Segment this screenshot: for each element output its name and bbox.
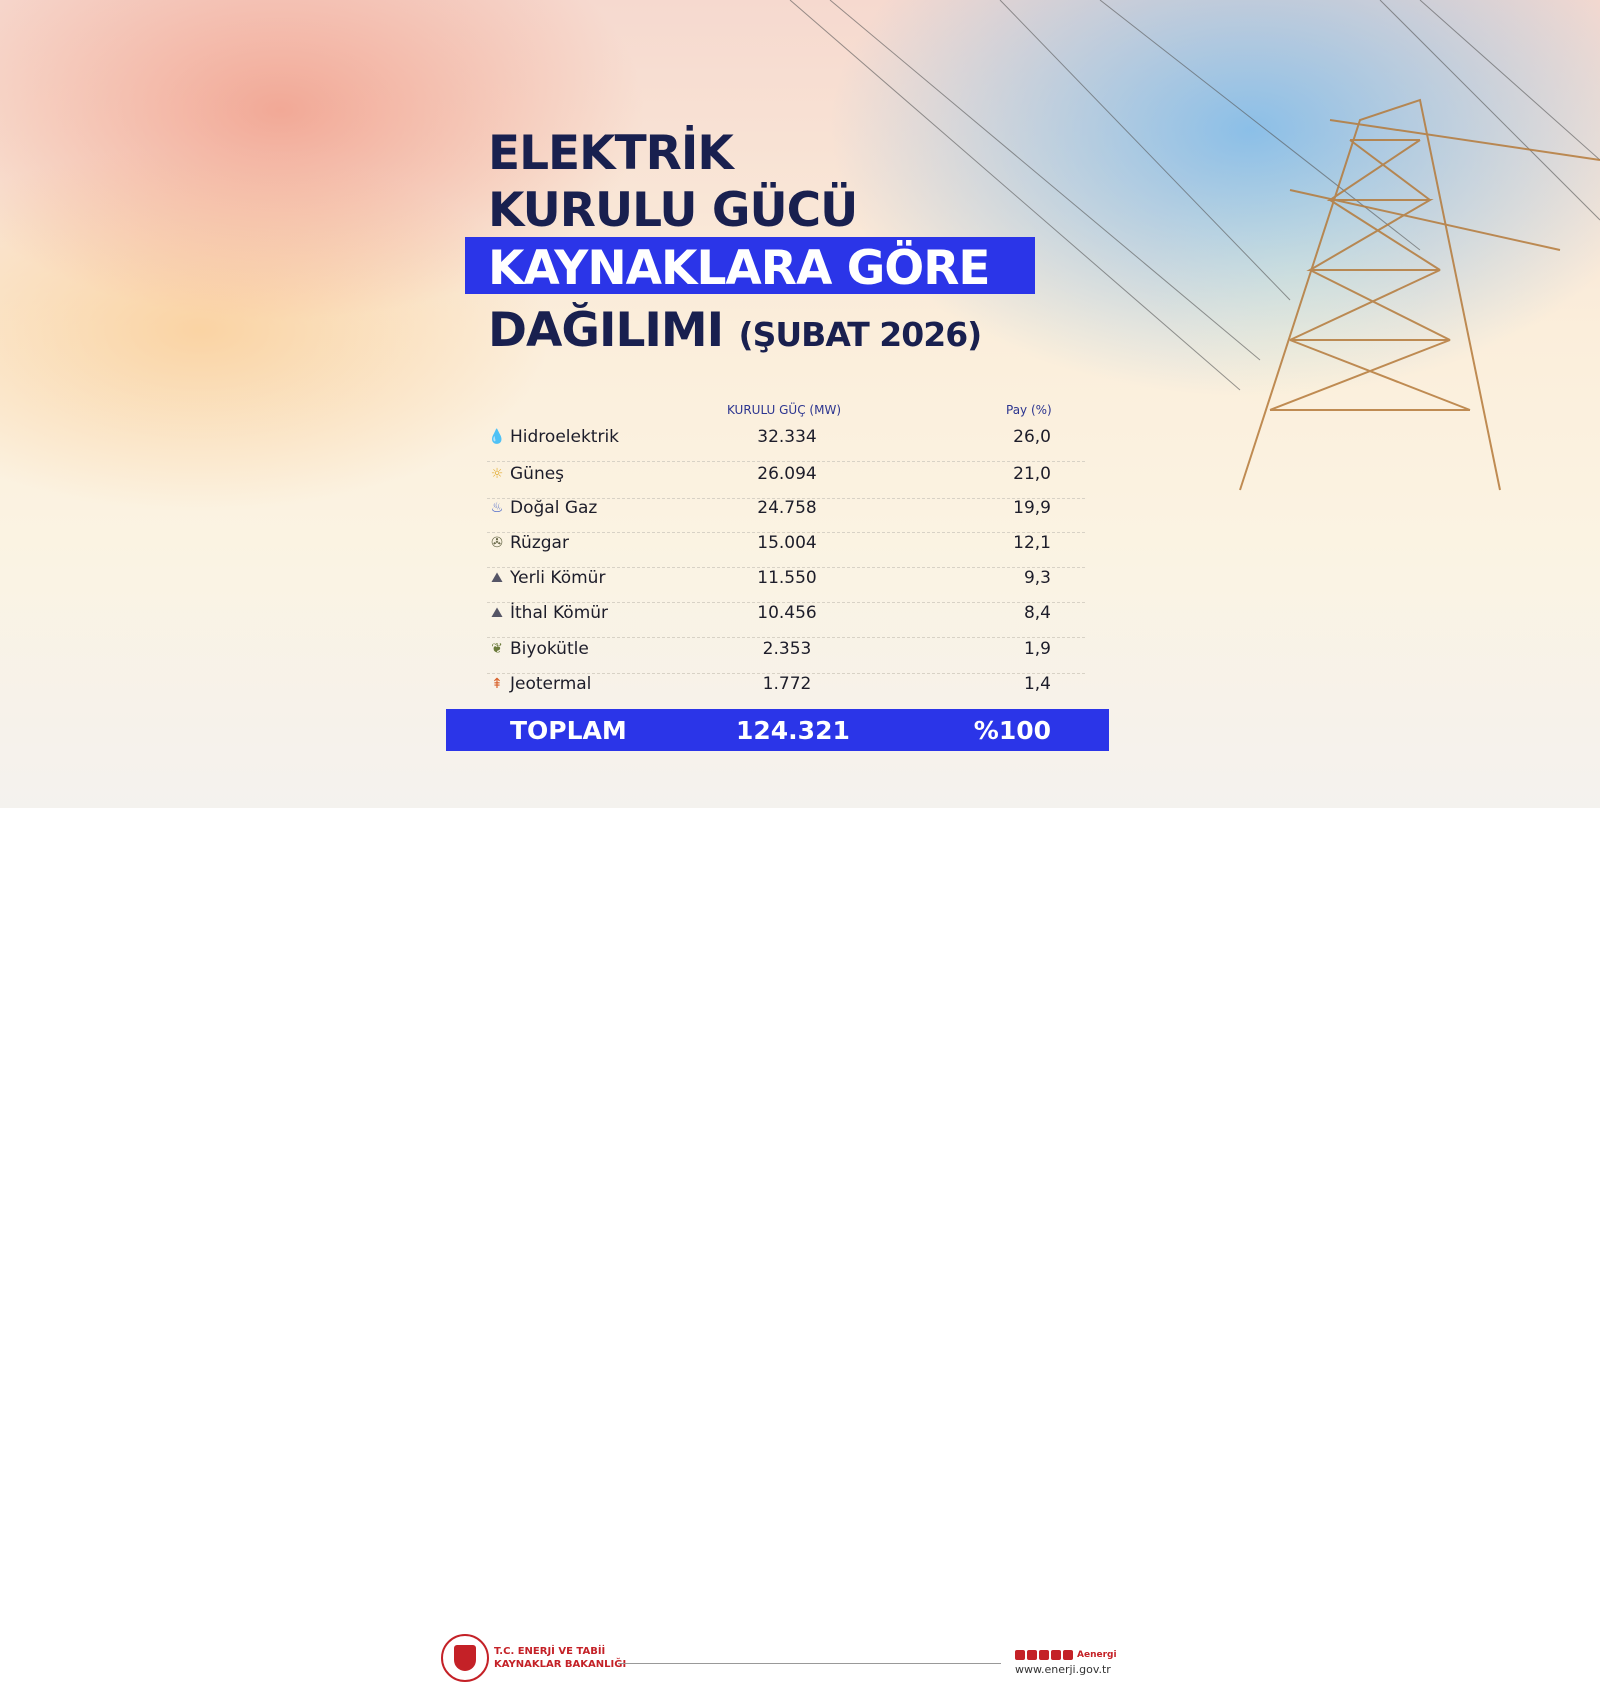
total-label: TOPLAM (510, 716, 627, 745)
social-handle: Aenergi (1077, 1650, 1117, 1660)
total-row: TOPLAM 124.321 %100 (446, 709, 1109, 751)
website-link[interactable]: www.enerji.gov.tr (1015, 1663, 1111, 1676)
table-row: ☼ Güneş 26.094 21,0 (487, 464, 1085, 499)
wind-turbine-icon: ✇ (491, 535, 503, 551)
share-value: 8,4 (1023, 603, 1051, 623)
source-name: Jeotermal (510, 674, 592, 694)
table-row: ♨ Doğal Gaz 24.758 19,9 (487, 498, 1085, 533)
linkedin-icon[interactable] (1063, 1650, 1073, 1660)
table-row: 💧 Hidroelektrik 32.334 26,0 (487, 427, 1085, 462)
capacity-value: 2.353 (762, 639, 812, 659)
source-name: Hidroelektrik (510, 427, 620, 447)
table-row: ⇞ Jeotermal 1.772 1,4 (487, 674, 1085, 709)
table-row: ⛰ İthal Kömür 10.456 8,4 (487, 603, 1085, 638)
sun-icon: ☼ (490, 466, 504, 482)
ministry-name: T.C. ENERJİ VE TABİİ KAYNAKLAR BAKANLIĞI (494, 1645, 626, 1671)
capacity-value: 26.094 (757, 464, 817, 484)
youtube-icon[interactable] (1051, 1650, 1061, 1660)
footer: T.C. ENERJİ VE TABİİ KAYNAKLAR BAKANLIĞI … (0, 808, 1600, 1682)
gas-flame-icon: ♨ (490, 500, 504, 516)
capacity-value: 24.758 (757, 498, 817, 518)
table-row: ✇ Rüzgar 15.004 12,1 (487, 533, 1085, 568)
coal-icon: ⛰ (491, 570, 503, 586)
share-value: 26,0 (1013, 427, 1051, 447)
capacity-value: 15.004 (757, 533, 817, 553)
share-value: 21,0 (1013, 464, 1051, 484)
total-capacity: 124.321 (736, 716, 850, 745)
geothermal-icon: ⇞ (491, 676, 503, 692)
header-capacity: KURULU GÜÇ (MW) (727, 403, 841, 417)
title-highlight (465, 237, 1035, 294)
x-icon[interactable] (1039, 1650, 1049, 1660)
water-drop-icon: 💧 (488, 429, 506, 445)
title-line-2: KURULU GÜCÜ (488, 183, 858, 238)
share-value: 9,3 (1023, 568, 1051, 588)
capacity-value: 1.772 (762, 674, 812, 694)
org-line-1: T.C. ENERJİ VE TABİİ (494, 1646, 606, 1657)
share-value: 1,4 (1023, 674, 1051, 694)
table-row: ❦ Biyokütle 2.353 1,9 (487, 639, 1085, 674)
org-line-2: KAYNAKLAR BAKANLIĞI (494, 1659, 627, 1670)
share-value: 1,9 (1023, 639, 1051, 659)
coal-icon: ⛰ (491, 605, 503, 621)
capacity-value: 11.550 (757, 568, 817, 588)
title-line-4-text: DAĞILIMI (488, 303, 724, 358)
instagram-icon[interactable] (1015, 1650, 1025, 1660)
divider (618, 1663, 1001, 1664)
title-line-4: DAĞILIMI (ŞUBAT 2026) (488, 307, 983, 354)
title-period: (ŞUBAT 2026) (738, 315, 983, 354)
facebook-icon[interactable] (1027, 1650, 1037, 1660)
social-icons: Aenergi (1015, 1650, 1117, 1660)
title-line-3: KAYNAKLARA GÖRE (488, 241, 991, 296)
capacity-value: 32.334 (757, 427, 817, 447)
table-row: ⛰ Yerli Kömür 11.550 9,3 (487, 568, 1085, 603)
source-name: Doğal Gaz (510, 498, 598, 518)
source-name: İthal Kömür (510, 603, 609, 623)
share-value: 12,1 (1013, 533, 1051, 553)
share-value: 19,9 (1013, 498, 1051, 518)
source-name: Biyokütle (510, 639, 589, 659)
source-name: Rüzgar (510, 533, 569, 553)
source-name: Yerli Kömür (510, 568, 606, 588)
header-share: Pay (%) (1006, 403, 1052, 417)
source-name: Güneş (510, 464, 565, 484)
biomass-icon: ❦ (491, 641, 503, 657)
title-line-1: ELEKTRİK (488, 126, 734, 181)
total-share: %100 (973, 716, 1051, 745)
ministry-logo (441, 1634, 489, 1682)
power-tower-illustration (789, 0, 1600, 491)
background (0, 0, 1600, 825)
capacity-value: 10.456 (757, 603, 817, 623)
